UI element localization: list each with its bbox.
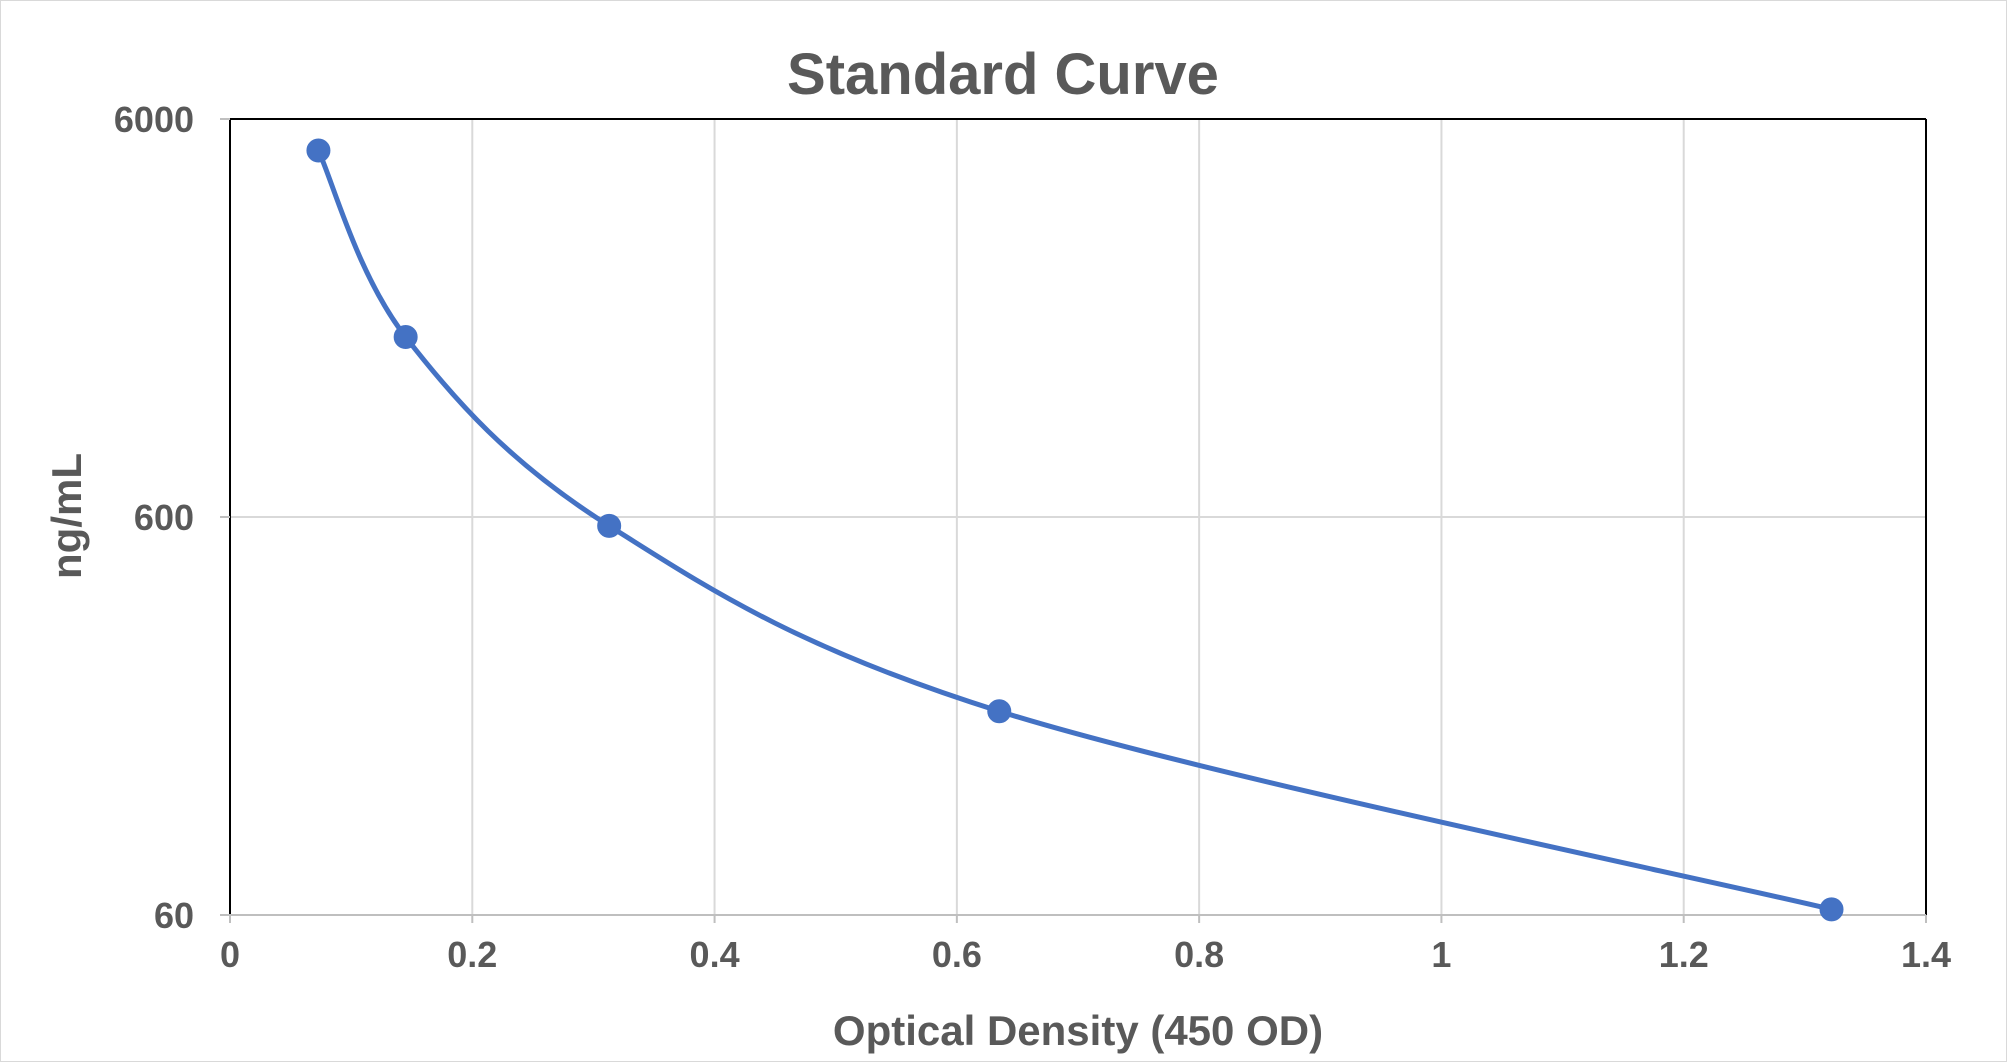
series-line [315,148,1835,912]
y-tick-label: 600 [134,497,194,538]
x-tick-label: 0.8 [1174,934,1224,975]
data-point [306,138,331,163]
chart-title: Standard Curve [787,42,1219,107]
series-layer [306,138,1844,922]
data-point [597,513,622,538]
tick-labels: 0 0.2 0.4 0.6 0.8 1 1.2 1.4 60 600 6000 [114,99,1951,975]
x-axis-title: Optical Density (450 OD) [833,1007,1323,1054]
x-tick-label: 0.6 [932,934,982,975]
y-tick-label: 6000 [114,99,194,140]
data-point [1819,897,1844,922]
x-tick-label: 1.4 [1901,934,1951,975]
x-tick-label: 1 [1431,934,1451,975]
data-point [987,699,1012,724]
x-tick-label: 0.2 [447,934,497,975]
x-tick-label: 0.4 [690,934,740,975]
data-point [393,324,418,349]
y-axis-title: ng/mL [43,453,90,579]
grid-lines [230,118,1926,915]
y-tick-label: 60 [154,895,194,936]
axes [220,118,1927,923]
x-tick-label: 1.2 [1659,934,1709,975]
x-tick-label: 0 [220,934,240,975]
